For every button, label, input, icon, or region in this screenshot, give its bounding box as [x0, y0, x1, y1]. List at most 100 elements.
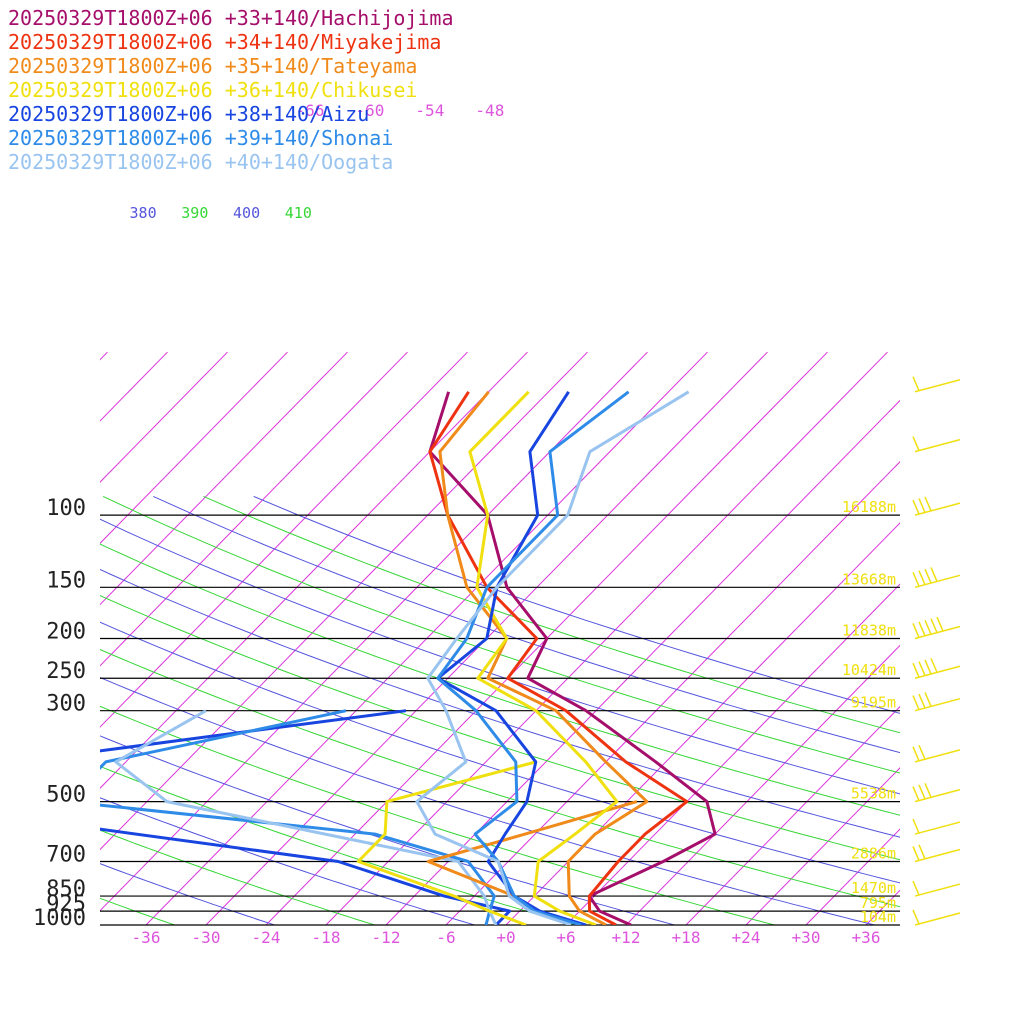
wind-barb-flag: [930, 618, 938, 633]
x-tick-label: -12: [372, 928, 401, 947]
wind-barb-staff: [914, 848, 961, 863]
temperature-line: [428, 390, 689, 925]
wind-barb-flag: [912, 662, 920, 678]
dewpoint-line: [114, 709, 498, 925]
legend-entry: 20250329T1800Z+06 +39+140/Shonai: [8, 126, 394, 150]
x-tick-label: -24: [252, 928, 281, 947]
pressure-label: 700: [46, 843, 86, 868]
wind-barb-flag: [912, 818, 920, 834]
height-label: 10424m: [842, 661, 896, 679]
wind-barb-flag: [912, 695, 920, 710]
isotherm-line: [745, 767, 900, 925]
wind-barb: [912, 658, 961, 679]
dry-adiabat-line: [153, 495, 900, 754]
pressure-label: 250: [46, 659, 86, 684]
x-tick-label: -18: [312, 928, 341, 947]
isotherm-line: [0, 352, 48, 925]
wind-barb-staff: [914, 883, 961, 897]
x-tick-label: -36: [132, 928, 161, 947]
dry-adiabat-line: [100, 595, 900, 861]
wind-barb-flag: [924, 659, 932, 675]
dry-adiabat-line: [102, 495, 900, 774]
legend-entry: 20250329T1800Z+06 +33+140/Hachijojima: [8, 6, 454, 30]
temperature-line: [428, 391, 717, 925]
dewpoint-line: [356, 760, 537, 925]
wind-barb-flag: [912, 846, 920, 861]
height-label: 5538m: [851, 785, 896, 803]
wind-barb-staff: [914, 574, 961, 589]
height-label: 16188m: [842, 498, 896, 516]
isotherm-line: [986, 352, 1024, 925]
wind-barb: [912, 880, 961, 897]
temperature-line: [468, 390, 619, 925]
x-tick-label: +24: [732, 928, 761, 947]
theta-label: 400: [233, 204, 260, 222]
wind-barb-flag: [924, 692, 932, 707]
wind-barb: [912, 783, 961, 803]
wind-barb-flag: [912, 436, 920, 451]
pressure-label: 1000: [33, 906, 86, 931]
isotherm-line: [625, 644, 900, 925]
pressure-label: 100: [46, 496, 86, 521]
wind-barb: [912, 744, 961, 763]
dry-adiabat-line: [100, 621, 900, 884]
wind-barb-staff: [914, 625, 961, 640]
dry-adiabat-line: [100, 518, 900, 795]
wind-barb-flag: [912, 880, 920, 896]
legend-entry: 20250329T1800Z+06 +36+140/Chikusei: [8, 78, 418, 102]
dewpoint-line: [426, 800, 638, 898]
wind-barb-staff: [914, 749, 961, 763]
wind-barb: [912, 909, 961, 926]
wind-barb: [912, 376, 961, 393]
wind-barb-flag: [930, 567, 938, 582]
isotherm-line: [100, 351, 288, 545]
dewpoint-line: [100, 709, 496, 925]
wind-barb-flag: [918, 621, 926, 637]
wind-barb-flag: [918, 693, 926, 709]
wind-barb-flag: [936, 616, 944, 632]
chart-legend: 20250329T1800Z+06 +33+140/Hachijojima 202…: [8, 6, 454, 174]
wind-barb: [912, 692, 961, 712]
upper-temp-label: -48: [475, 101, 504, 120]
wind-barb-flag: [924, 619, 932, 635]
isotherm-line: [926, 352, 1024, 925]
dry-adiabat-line: [100, 568, 900, 838]
wind-barb-flag: [912, 786, 920, 801]
wind-barb-flag: [918, 570, 926, 585]
isotherm-line: [100, 351, 348, 606]
wind-barb-flag: [912, 746, 920, 762]
wind-barb-flag: [924, 783, 932, 798]
temperature-line: [415, 390, 690, 925]
wind-barb: [912, 818, 961, 835]
height-label: 2886m: [851, 845, 896, 863]
pressure-label: 850: [46, 877, 86, 902]
wind-barb-flag: [918, 661, 926, 676]
upper-temp-label: -60: [355, 101, 384, 120]
height-label: 795m: [860, 894, 896, 912]
temperature-line: [438, 390, 649, 925]
wind-barb-flag: [918, 784, 926, 800]
pressure-label: 300: [46, 692, 86, 717]
wind-barb-flag: [924, 568, 932, 584]
x-tick-label: +30: [792, 928, 821, 947]
wind-barb: [912, 496, 961, 516]
wind-barb-flag: [918, 844, 926, 860]
x-tick-label: +18: [672, 928, 701, 947]
wind-barb-staff: [914, 788, 961, 803]
wind-barb-staff: [914, 821, 961, 835]
pressure-label: 500: [46, 783, 86, 808]
wind-barb-flag: [918, 498, 926, 513]
wind-barb-flag: [918, 744, 926, 760]
wind-barb-staff: [914, 438, 961, 453]
height-label: 104m: [860, 908, 896, 926]
isotherm-line: [805, 828, 900, 925]
height-label: 1470m: [851, 879, 896, 897]
wind-barb-flag: [912, 376, 920, 391]
wind-barb-staff: [914, 665, 961, 679]
temperature-line: [436, 390, 587, 925]
height-label: 11838m: [842, 622, 896, 640]
theta-label: 380: [130, 204, 157, 222]
wind-barb-flag: [912, 909, 920, 925]
wind-barb-staff: [914, 379, 961, 393]
wind-barb: [912, 844, 961, 863]
